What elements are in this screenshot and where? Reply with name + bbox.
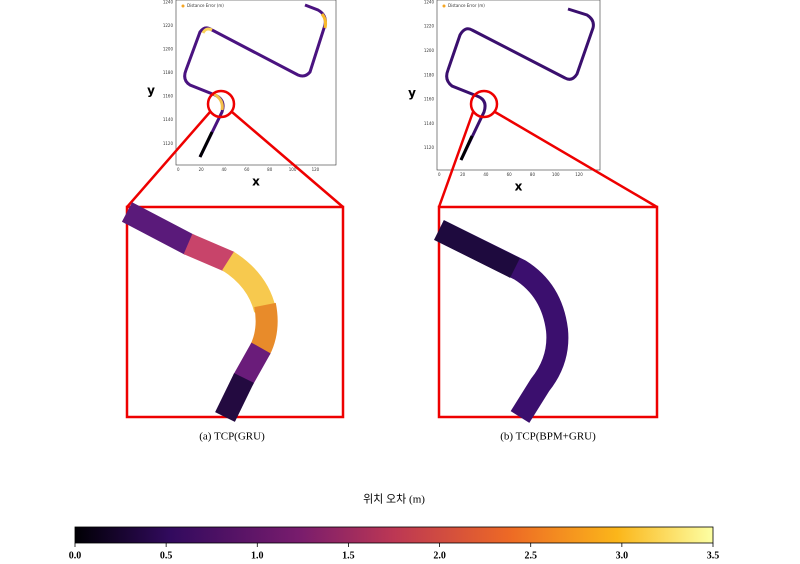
x-tick-label: 80	[267, 167, 273, 172]
x-axis-label: x	[252, 175, 260, 189]
x-tick-label: 120	[312, 167, 320, 172]
colorbar-tick-label: 3.0	[616, 550, 629, 561]
y-tick-label: 1240	[424, 0, 435, 4]
x-tick-label: 100	[552, 172, 560, 177]
y-tick-label: 1160	[424, 97, 435, 102]
colorbar-label: 위치 오차 (m)	[363, 493, 425, 506]
colorbar-tick-label: 2.5	[524, 550, 537, 561]
colorbar-tick-label: 0.0	[69, 550, 82, 561]
legend-marker	[442, 4, 446, 8]
x-tick-label: 60	[507, 172, 513, 177]
x-tick-label: 40	[483, 172, 489, 177]
x-tick-label: 0	[438, 172, 441, 177]
y-tick-label: 1180	[424, 72, 435, 77]
y-axis-label: y	[147, 83, 155, 97]
colorbar	[74, 526, 714, 544]
x-tick-label: 80	[530, 172, 536, 177]
x-tick-label: 40	[221, 167, 227, 172]
colorbar-tick-label: 1.5	[342, 550, 355, 561]
y-tick-label: 1200	[163, 47, 174, 52]
y-tick-label: 1220	[163, 23, 174, 28]
legend-label: Distance Error (m)	[187, 3, 224, 8]
y-tick-label: 1120	[424, 145, 435, 150]
y-tick-label: 1220	[424, 24, 435, 29]
legend-label: Distance Error (m)	[448, 3, 485, 8]
y-tick-label: 1200	[424, 48, 435, 53]
caption: (b) TCP(BPM+GRU)	[500, 431, 596, 443]
colorbar-tick-label: 2.0	[433, 550, 446, 561]
x-tick-label: 20	[199, 167, 205, 172]
colorbar-tick-label: 0.5	[160, 550, 173, 561]
caption: (a) TCP(GRU)	[199, 431, 265, 443]
legend-marker	[181, 4, 185, 8]
y-tick-label: 1120	[163, 141, 174, 146]
colorbar-tick-label: 3.5	[707, 550, 720, 561]
trajectory-plot	[434, 0, 659, 423]
y-axis-label: y	[408, 86, 416, 100]
x-tick-label: 60	[244, 167, 250, 172]
y-tick-label: 1160	[163, 94, 174, 99]
y-tick-label: 1240	[163, 0, 174, 4]
x-tick-label: 100	[289, 167, 297, 172]
x-tick-label: 0	[177, 167, 180, 172]
x-axis-label: x	[515, 180, 523, 194]
y-tick-label: 1140	[424, 121, 435, 126]
y-tick-label: 1180	[163, 70, 174, 75]
x-tick-label: 20	[460, 172, 466, 177]
trajectory-plot	[121, 0, 345, 422]
x-tick-label: 120	[575, 172, 583, 177]
colorbar-tick-label: 1.0	[251, 550, 264, 561]
y-tick-label: 1140	[163, 117, 174, 122]
